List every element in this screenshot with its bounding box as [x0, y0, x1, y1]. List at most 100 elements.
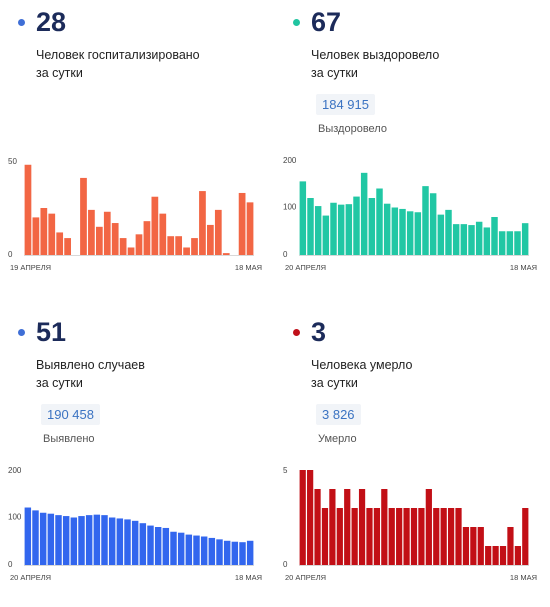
recovered-panel: 67 Человек выздоровело за сутки 184 915 …	[275, 0, 550, 297]
bar	[175, 236, 183, 255]
bar	[246, 202, 254, 255]
bar	[344, 489, 351, 565]
y-tick-label: 50	[8, 157, 17, 166]
deaths-count: 3	[311, 317, 327, 347]
desc-line-2: за сутки	[311, 66, 358, 80]
y-tick-label: 100	[283, 203, 297, 212]
bar	[88, 209, 95, 255]
hospitalized-desc: Человек госпитализировано за сутки	[36, 46, 236, 82]
x-start-label: 20 АПРЕЛЯ	[285, 573, 326, 582]
bar	[208, 537, 216, 565]
bar	[440, 508, 447, 565]
x-end-label: 18 МАЯ	[235, 263, 262, 272]
x-start-label: 20 АПРЕЛЯ	[285, 263, 326, 272]
bar	[514, 231, 521, 255]
bar	[55, 515, 62, 566]
bar	[159, 213, 167, 255]
x-start-label: 19 АПРЕЛЯ	[10, 263, 51, 272]
detected-panel: 51 Выявлено случаев за сутки 190 458 Выя…	[0, 310, 275, 607]
bar	[32, 217, 40, 255]
series-dot-icon	[18, 329, 25, 336]
bar	[447, 508, 455, 565]
bar	[47, 513, 55, 565]
recovered-count: 67	[311, 7, 342, 37]
deaths-chart: 5 0 20 АПРЕЛЯ 18 МАЯ	[283, 466, 537, 582]
bar	[147, 525, 154, 565]
bar	[353, 196, 360, 255]
bar	[93, 514, 101, 565]
bar	[368, 198, 376, 255]
bar	[521, 223, 529, 255]
deaths-total-label: Умерло	[318, 433, 357, 445]
bar	[358, 489, 366, 565]
bar	[492, 546, 499, 565]
bar	[410, 508, 418, 565]
series-dot-icon	[293, 329, 300, 336]
y-tick-label: 0	[283, 560, 288, 569]
series-dot-icon	[18, 19, 25, 26]
bar	[135, 234, 143, 255]
bar	[127, 247, 135, 255]
bar	[314, 206, 322, 255]
bar	[183, 247, 190, 255]
x-start-label: 20 АПРЕЛЯ	[10, 573, 51, 582]
bar	[452, 224, 460, 256]
bar	[429, 193, 437, 255]
bar	[32, 510, 39, 565]
bar	[391, 207, 399, 255]
y-tick-label: 0	[283, 250, 288, 259]
bar	[406, 211, 414, 255]
bar	[307, 198, 314, 255]
bar	[108, 517, 116, 565]
series-dot-icon	[293, 19, 300, 26]
y-tick-label: 0	[8, 250, 13, 259]
bar	[131, 520, 139, 565]
bar	[330, 202, 337, 255]
bar	[360, 172, 368, 255]
bar	[433, 508, 440, 565]
bar	[475, 221, 483, 255]
bar	[40, 208, 48, 255]
hospitalized-panel: 28 Человек госпитализировано за сутки 50…	[0, 0, 275, 297]
bar	[345, 204, 353, 255]
bar	[177, 532, 185, 565]
bar	[507, 527, 514, 565]
bar	[468, 225, 475, 256]
y-tick-label: 100	[8, 513, 22, 522]
y-tick-label: 200	[8, 466, 22, 475]
bar	[414, 212, 422, 255]
bar	[299, 470, 306, 565]
bar	[124, 519, 131, 565]
bar	[437, 214, 445, 256]
bar	[299, 181, 307, 256]
bar	[24, 507, 32, 565]
bar	[388, 508, 395, 565]
bar	[460, 224, 468, 256]
bar	[154, 527, 162, 565]
desc-line-1: Человек госпитализировано	[36, 48, 200, 62]
bar	[70, 517, 78, 565]
bar	[399, 208, 406, 255]
desc-line-1: Человека умерло	[311, 358, 413, 372]
y-tick-label: 0	[8, 560, 13, 569]
bar	[462, 527, 470, 565]
bar	[80, 177, 87, 255]
bar	[322, 215, 330, 255]
hospitalized-chart: 50 0 19 АПРЕЛЯ 18 МАЯ	[8, 157, 262, 272]
bar	[314, 489, 321, 565]
bar	[48, 213, 56, 255]
bar	[62, 516, 70, 565]
bar	[422, 186, 429, 256]
bar	[246, 540, 254, 566]
bar	[151, 196, 159, 255]
bar	[139, 523, 147, 565]
desc-line-1: Выявлено случаев	[36, 358, 145, 372]
bar	[78, 516, 85, 565]
bar	[455, 508, 462, 565]
desc-line-2: за сутки	[311, 376, 358, 390]
bar	[498, 231, 506, 255]
desc-line-2: за сутки	[36, 66, 83, 80]
deaths-desc: Человека умерло за сутки	[311, 356, 511, 392]
bar	[396, 508, 403, 565]
bar	[207, 224, 214, 255]
